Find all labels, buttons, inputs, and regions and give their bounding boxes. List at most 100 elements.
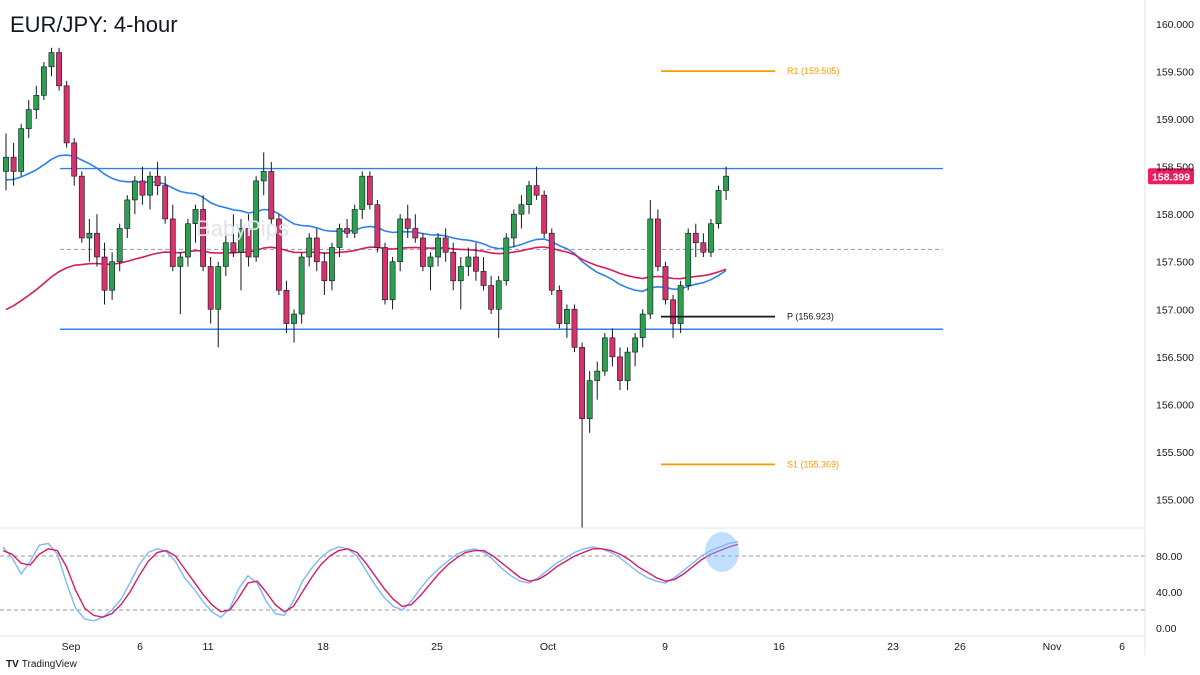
candle (268, 161, 275, 224)
candle-body (10, 156, 17, 172)
candle-body (329, 247, 335, 282)
candle-body (571, 308, 578, 348)
candle-body (632, 337, 639, 353)
candle (329, 242, 335, 291)
overbought-highlight (705, 532, 739, 572)
candle (230, 214, 237, 257)
candle-body (465, 256, 472, 267)
candle-body (101, 256, 108, 291)
candle (185, 218, 191, 267)
candle (245, 214, 252, 267)
candle (139, 166, 146, 205)
candle-body (503, 237, 510, 282)
candle (473, 242, 479, 281)
candle (25, 100, 32, 139)
candle-body (283, 289, 290, 324)
candle (238, 218, 244, 291)
candle (260, 152, 267, 196)
candle-body (654, 218, 661, 267)
candle-body (344, 228, 350, 234)
time-tick-label: 11 (203, 641, 214, 653)
candle-body (677, 285, 684, 324)
candle-body (253, 180, 260, 258)
candle (518, 195, 525, 229)
candle (715, 185, 722, 229)
candle (404, 204, 411, 238)
candle-body (579, 347, 585, 419)
candle-body (389, 261, 396, 301)
candle (526, 180, 532, 215)
candle-body (86, 232, 93, 239)
candle-body (185, 223, 191, 258)
candle-body (336, 228, 343, 248)
candle (677, 280, 684, 334)
candle-body (609, 337, 616, 358)
candle (154, 161, 161, 196)
candle-body (541, 194, 548, 234)
candle-body (33, 95, 40, 110)
candle-body (670, 299, 676, 324)
current-price-tag (1148, 168, 1194, 185)
candle-body (306, 237, 313, 258)
price-tick-label: 157.500 (1156, 257, 1194, 269)
candle (116, 223, 123, 272)
candle (412, 214, 419, 243)
candle (685, 228, 692, 291)
candle (556, 285, 563, 329)
time-tick-label: 16 (773, 641, 785, 653)
candle (397, 214, 404, 272)
candle (71, 138, 78, 186)
time-tick-label: 18 (317, 641, 329, 653)
candle (291, 309, 297, 343)
price-tick-label: 158.000 (1156, 209, 1194, 221)
candle-body (548, 232, 555, 291)
candle (313, 228, 320, 272)
candle-body (404, 218, 411, 229)
candle (63, 81, 70, 148)
candle-body (480, 270, 487, 286)
candle (548, 228, 555, 296)
candle (586, 371, 593, 433)
candle (495, 276, 502, 338)
candle-body (116, 228, 123, 263)
candle-body (488, 285, 495, 310)
candle (94, 214, 100, 267)
price-tick-label: 155.500 (1156, 447, 1194, 459)
candle-body (298, 256, 305, 315)
candle-body (594, 370, 601, 381)
candle (40, 62, 47, 101)
candle-body (427, 256, 434, 267)
candle (18, 123, 25, 177)
price-tick-label: 160.000 (1156, 19, 1194, 31)
candle-body (207, 266, 214, 310)
candle (101, 242, 108, 305)
candle-body (154, 175, 161, 186)
tradingview-brand[interactable]: TV TradingView (6, 659, 77, 670)
price-tick-label: 158.500 (1156, 162, 1194, 174)
tradingview-logo-icon: TV (6, 659, 19, 670)
stoch-tick-label: 80.00 (1156, 551, 1182, 563)
stochastic-panel: 80.00 40.00 0.00 (0, 532, 1182, 635)
time-tick-label: Nov (1043, 641, 1062, 653)
s1-level-label: S1 (155.369) (787, 459, 839, 469)
candle (222, 233, 229, 277)
candle-body (450, 251, 457, 282)
candle-body (639, 313, 646, 339)
candle (442, 228, 449, 262)
time-tick-label: Oct (540, 641, 556, 653)
price-tick-label: 155.000 (1156, 494, 1194, 506)
candle (3, 133, 9, 191)
candle (124, 195, 131, 238)
candle (571, 304, 578, 353)
candle (480, 256, 487, 291)
candle-body (169, 218, 176, 267)
candle (457, 256, 464, 310)
candle (200, 195, 206, 272)
candle (275, 214, 282, 296)
candle (579, 342, 585, 528)
candle-body (692, 232, 699, 244)
candle (215, 261, 222, 348)
candle-body (556, 289, 563, 324)
price-tick-label: 156.000 (1156, 399, 1194, 411)
candle-body (586, 380, 593, 419)
